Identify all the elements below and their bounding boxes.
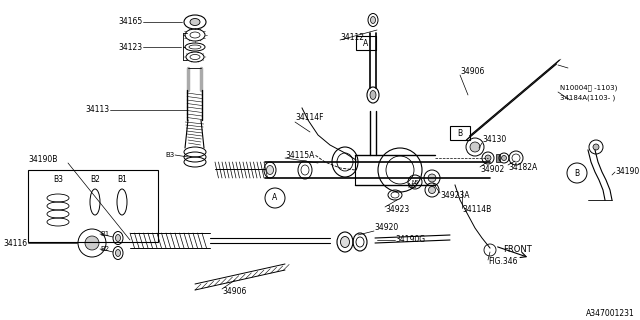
Text: 34114B: 34114B bbox=[462, 205, 492, 214]
Text: FRONT: FRONT bbox=[503, 245, 532, 254]
Text: 34182A: 34182A bbox=[508, 164, 537, 172]
Text: 34123: 34123 bbox=[119, 43, 143, 52]
Ellipse shape bbox=[485, 155, 491, 161]
Text: FIG.346: FIG.346 bbox=[488, 258, 518, 267]
Text: 34923: 34923 bbox=[385, 205, 409, 214]
Ellipse shape bbox=[115, 250, 120, 257]
Text: 34114F: 34114F bbox=[295, 114, 323, 123]
Text: B3: B3 bbox=[166, 152, 175, 158]
Bar bbox=[450, 126, 470, 140]
Bar bbox=[496, 154, 500, 162]
Text: 34165: 34165 bbox=[119, 18, 143, 27]
Text: 34923A: 34923A bbox=[440, 190, 470, 199]
Text: A: A bbox=[364, 38, 369, 47]
Text: 34906: 34906 bbox=[460, 68, 484, 76]
Text: 34190B: 34190B bbox=[28, 156, 58, 164]
Text: 34130: 34130 bbox=[482, 135, 506, 145]
Text: 34113: 34113 bbox=[86, 106, 110, 115]
Text: 34115A: 34115A bbox=[285, 150, 314, 159]
Text: B2: B2 bbox=[100, 246, 109, 252]
Text: B1: B1 bbox=[100, 231, 109, 237]
Ellipse shape bbox=[370, 91, 376, 100]
Text: 34184A(1103- ): 34184A(1103- ) bbox=[560, 95, 615, 101]
Text: N10004（ -1103): N10004（ -1103) bbox=[560, 85, 618, 91]
Circle shape bbox=[429, 187, 435, 194]
Ellipse shape bbox=[190, 19, 200, 26]
Ellipse shape bbox=[115, 235, 120, 242]
Bar bbox=[356, 36, 376, 50]
Text: B: B bbox=[458, 129, 463, 138]
Text: NS: NS bbox=[411, 180, 419, 185]
Text: B2: B2 bbox=[90, 175, 100, 185]
Text: A347001231: A347001231 bbox=[586, 309, 635, 318]
Circle shape bbox=[470, 142, 480, 152]
Text: 34906: 34906 bbox=[222, 287, 246, 297]
Text: 34116: 34116 bbox=[4, 238, 28, 247]
Text: A: A bbox=[273, 194, 278, 203]
Text: 34190G: 34190G bbox=[395, 236, 425, 244]
Circle shape bbox=[428, 174, 436, 182]
Text: 34902: 34902 bbox=[480, 165, 504, 174]
Ellipse shape bbox=[340, 236, 349, 247]
Text: 34920: 34920 bbox=[374, 223, 398, 233]
Text: B3: B3 bbox=[53, 175, 63, 185]
Ellipse shape bbox=[371, 17, 376, 23]
Circle shape bbox=[85, 236, 99, 250]
Ellipse shape bbox=[266, 165, 273, 174]
Ellipse shape bbox=[502, 156, 506, 161]
Text: B1: B1 bbox=[117, 175, 127, 185]
Text: 34190E: 34190E bbox=[615, 167, 640, 177]
Text: NS: NS bbox=[407, 183, 417, 189]
Bar bbox=[28, 170, 158, 242]
Text: 34112: 34112 bbox=[340, 34, 364, 43]
Circle shape bbox=[593, 144, 599, 150]
Text: B: B bbox=[575, 169, 580, 178]
